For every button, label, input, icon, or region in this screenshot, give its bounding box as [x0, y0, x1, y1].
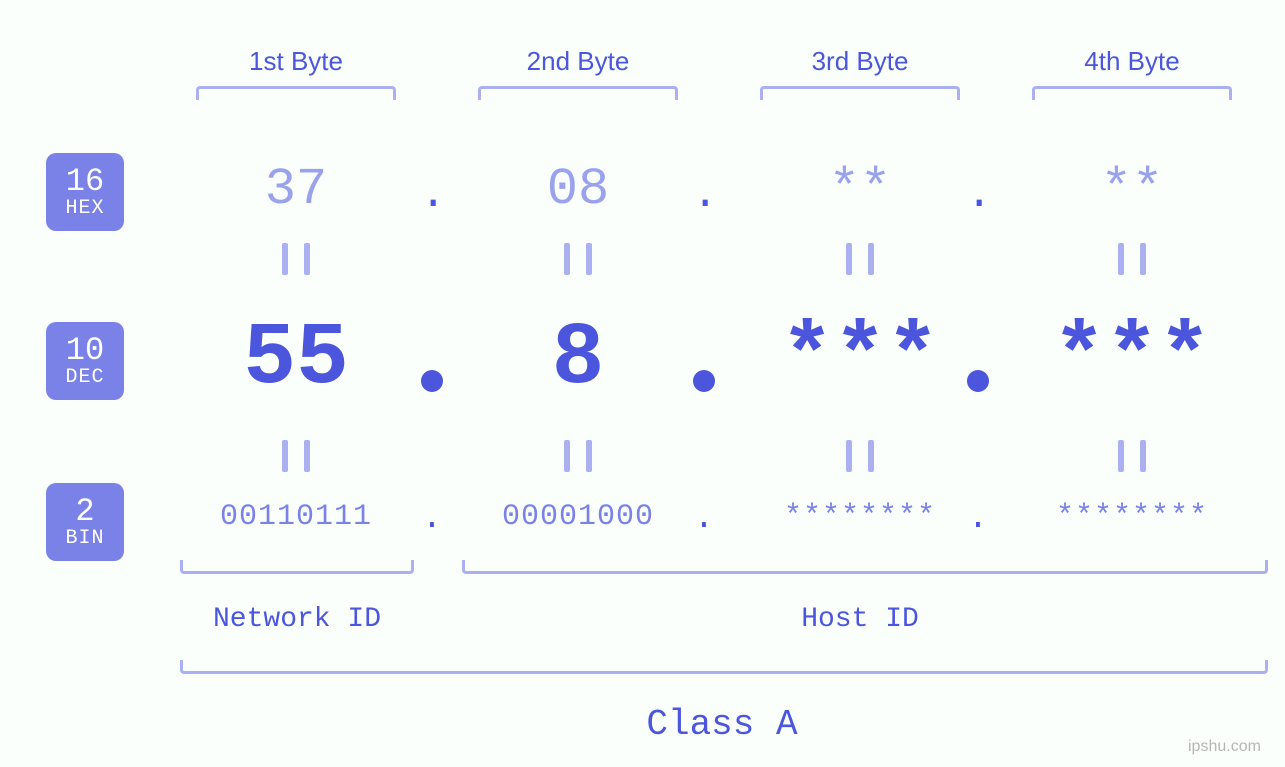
badge-hex-name: HEX	[65, 198, 104, 219]
byte-header-2: 2nd Byte	[508, 46, 648, 77]
dec-dot-1	[421, 370, 443, 392]
bin-dot-2: .	[692, 500, 716, 538]
bin-byte1: 00110111	[176, 500, 416, 534]
dec-dot-2	[693, 370, 715, 392]
eq-hex-dec-4	[1118, 243, 1146, 275]
eq-dec-bin-2	[564, 440, 592, 472]
bin-byte4: ********	[1012, 500, 1252, 534]
hex-dot-1: .	[420, 170, 444, 220]
eq-dec-bin-3	[846, 440, 874, 472]
badge-bin: 2 BIN	[46, 483, 124, 561]
watermark: ipshu.com	[1188, 738, 1261, 756]
badge-hex: 16 HEX	[46, 153, 124, 231]
bracket-byte3	[760, 86, 960, 100]
badge-bin-name: BIN	[65, 528, 104, 549]
bracket-host	[462, 560, 1268, 574]
eq-dec-bin-4	[1118, 440, 1146, 472]
byte-header-4: 4th Byte	[1062, 46, 1202, 77]
eq-dec-bin-1	[282, 440, 310, 472]
bracket-byte1	[196, 86, 396, 100]
bin-byte2: 00001000	[458, 500, 698, 534]
bracket-byte2	[478, 86, 678, 100]
eq-hex-dec-3	[846, 243, 874, 275]
bin-byte3: ********	[740, 500, 980, 534]
badge-dec: 10 DEC	[46, 322, 124, 400]
label-host-id: Host ID	[760, 604, 960, 635]
hex-byte3: **	[800, 160, 920, 219]
badge-dec-num: 10	[66, 334, 104, 368]
badge-hex-num: 16	[66, 165, 104, 199]
byte-header-3: 3rd Byte	[790, 46, 930, 77]
dec-byte1: 55	[196, 310, 396, 409]
badge-bin-num: 2	[75, 495, 94, 529]
ip-diagram: 1st Byte 2nd Byte 3rd Byte 4th Byte 16 H…	[0, 0, 1285, 767]
bracket-network	[180, 560, 414, 574]
bin-dot-3: .	[966, 500, 990, 538]
bin-dot-1: .	[420, 500, 444, 538]
dec-dot-3	[967, 370, 989, 392]
label-class: Class A	[622, 704, 822, 745]
hex-dot-2: .	[692, 170, 716, 220]
eq-hex-dec-1	[282, 243, 310, 275]
dec-byte2: 8	[478, 310, 678, 409]
eq-hex-dec-2	[564, 243, 592, 275]
hex-byte4: **	[1072, 160, 1192, 219]
bracket-class	[180, 660, 1268, 674]
hex-byte1: 37	[236, 160, 356, 219]
byte-header-1: 1st Byte	[226, 46, 366, 77]
badge-dec-name: DEC	[65, 367, 104, 388]
hex-byte2: 08	[518, 160, 638, 219]
label-network-id: Network ID	[197, 604, 397, 635]
bracket-byte4	[1032, 86, 1232, 100]
dec-byte3: ***	[760, 310, 960, 409]
hex-dot-3: .	[966, 170, 990, 220]
dec-byte4: ***	[1032, 310, 1232, 409]
